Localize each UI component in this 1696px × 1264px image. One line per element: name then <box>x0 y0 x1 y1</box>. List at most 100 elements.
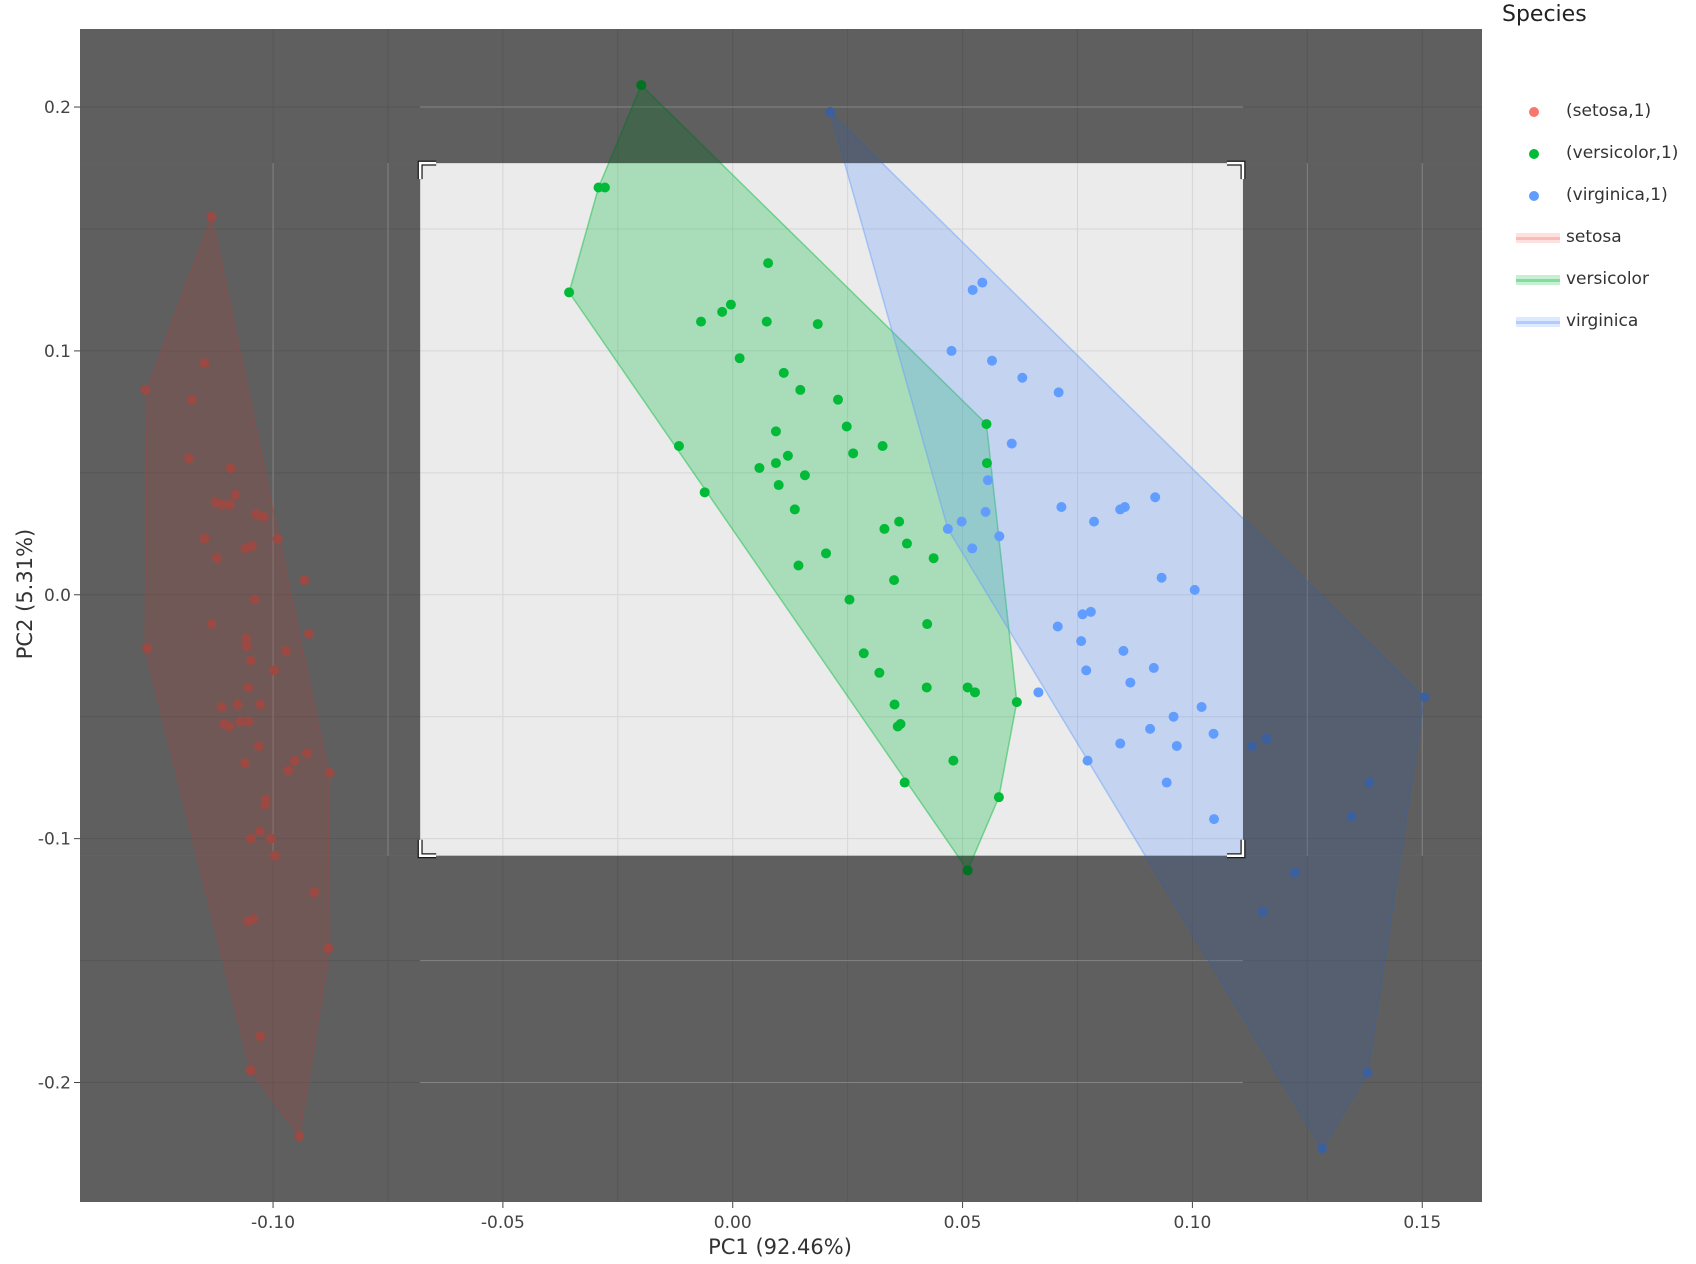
legend-item-versicolor-points[interactable]: (versicolor,1) <box>1516 142 1692 166</box>
point-virginica <box>994 531 1005 542</box>
x-tick-label: 0.10 <box>1173 1213 1211 1233</box>
point-setosa <box>245 1065 256 1076</box>
point-versicolor <box>770 426 781 437</box>
dim-overlay-left <box>80 163 421 856</box>
point-virginica <box>967 543 978 554</box>
point-virginica <box>825 106 836 117</box>
legend-dot-icon <box>1516 148 1552 160</box>
dim-overlay-right <box>1242 163 1482 856</box>
point-setosa <box>224 721 235 732</box>
point-versicolor <box>962 865 973 876</box>
point-versicolor <box>725 299 736 310</box>
legend-item-virginica-hull[interactable]: virginica <box>1516 310 1692 334</box>
grid-overlay <box>272 106 1423 1084</box>
point-versicolor <box>962 682 973 693</box>
point-versicolor <box>993 792 1004 803</box>
point-versicolor <box>564 287 575 298</box>
y-tick-label: -0.2 <box>38 1074 71 1094</box>
point-virginica <box>1189 584 1200 595</box>
point-versicolor <box>879 523 890 534</box>
point-virginica <box>1077 609 1088 620</box>
selection-box[interactable] <box>420 163 1243 856</box>
point-versicolor <box>889 575 900 586</box>
point-virginica <box>946 345 957 356</box>
hull-setosa <box>144 214 331 1139</box>
legend-label: setosa <box>1566 227 1622 247</box>
corner-handle <box>418 161 437 180</box>
legend-dot-icon <box>1516 106 1552 118</box>
legend-item-setosa-hull[interactable]: setosa <box>1516 226 1692 250</box>
x-tick-label: -0.10 <box>251 1213 295 1233</box>
point-virginica <box>1082 755 1093 766</box>
point-versicolor <box>848 448 859 459</box>
point-setosa <box>255 1031 266 1042</box>
point-virginica <box>956 516 967 527</box>
point-versicolor <box>844 594 855 605</box>
point-virginica <box>1119 501 1130 512</box>
point-setosa <box>272 533 283 544</box>
dim-overlay-top <box>80 29 1482 164</box>
point-virginica <box>1156 572 1167 583</box>
point-versicolor <box>763 258 774 269</box>
point-setosa <box>258 511 269 522</box>
point-layer <box>140 80 1430 1154</box>
point-versicolor <box>832 394 843 405</box>
point-virginica <box>967 284 978 295</box>
point-versicolor <box>928 553 939 564</box>
point-setosa <box>246 540 257 551</box>
point-versicolor <box>921 682 932 693</box>
point-versicolor <box>793 560 804 571</box>
point-setosa <box>241 640 252 651</box>
point-setosa <box>268 665 279 676</box>
point-setosa <box>255 699 266 710</box>
point-setosa <box>216 499 227 510</box>
corner-handle <box>418 839 437 857</box>
point-setosa <box>199 533 210 544</box>
point-virginica <box>980 506 991 517</box>
point-versicolor <box>874 667 885 678</box>
point-versicolor <box>782 450 793 461</box>
point-virginica <box>1346 811 1357 822</box>
point-versicolor <box>981 419 992 430</box>
point-versicolor <box>699 487 710 498</box>
point-setosa <box>253 740 264 751</box>
legend-item-virginica-points[interactable]: (virginica,1) <box>1516 184 1692 208</box>
point-setosa <box>183 453 194 464</box>
point-virginica <box>1081 665 1092 676</box>
point-versicolor <box>889 699 900 710</box>
point-virginica <box>986 355 997 366</box>
point-virginica <box>1085 606 1096 617</box>
point-virginica <box>1053 387 1064 398</box>
legend-band-icon <box>1516 274 1560 286</box>
hull-virginica <box>828 109 1426 1150</box>
point-versicolor <box>734 353 745 364</box>
legend-item-setosa-points[interactable]: (setosa,1) <box>1516 100 1692 124</box>
corner-handle <box>1226 839 1245 857</box>
point-virginica <box>1089 516 1100 527</box>
point-setosa <box>249 594 260 605</box>
point-setosa <box>289 755 300 766</box>
point-virginica <box>1115 738 1126 749</box>
dim-overlay-bottom <box>80 855 1482 1202</box>
point-setosa <box>299 575 310 586</box>
legend-item-versicolor-hull[interactable]: versicolor <box>1516 268 1692 292</box>
y-tick-label: -0.1 <box>38 830 71 850</box>
point-virginica <box>1148 662 1159 673</box>
point-versicolor <box>894 516 905 527</box>
point-virginica <box>1196 701 1207 712</box>
point-versicolor <box>899 777 910 788</box>
point-virginica <box>1208 728 1219 739</box>
legend-label: virginica <box>1566 311 1639 331</box>
x-axis-title: PC1 (92.46%) <box>708 1235 852 1259</box>
point-setosa <box>186 394 197 405</box>
point-setosa <box>206 211 217 222</box>
point-virginica <box>1033 687 1044 698</box>
selection-handles[interactable] <box>417 160 1246 859</box>
point-setosa <box>140 384 151 395</box>
point-versicolor <box>981 458 992 469</box>
point-versicolor <box>799 470 810 481</box>
x-tick-label: -0.05 <box>481 1213 525 1233</box>
legend-label: (versicolor,1) <box>1566 143 1679 163</box>
point-virginica <box>1209 814 1220 825</box>
point-setosa <box>232 699 243 710</box>
